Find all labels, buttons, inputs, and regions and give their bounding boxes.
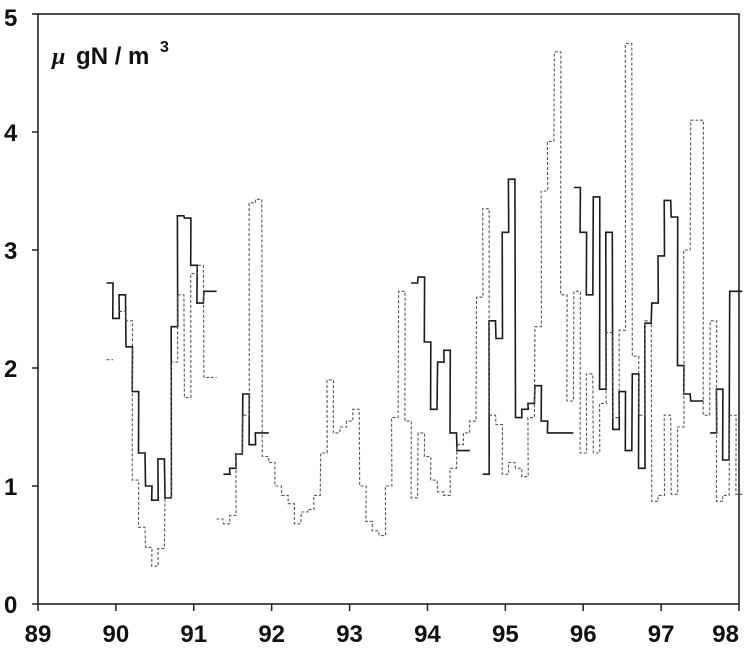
series-line-dashed [119, 264, 217, 567]
series-line-solid [223, 393, 269, 475]
unit-rest: gN / m [76, 43, 149, 70]
plot-frame [37, 13, 740, 605]
y-tick-label: 3 [4, 238, 17, 265]
series-dashed [106, 42, 743, 567]
series-line-solid [573, 186, 704, 470]
unit-superscript: 3 [160, 39, 169, 56]
series-line-solid [482, 178, 574, 475]
series-line-solid [106, 215, 217, 501]
y-tick-label: 5 [4, 5, 17, 32]
unit-label: μ gN / m 3 [50, 39, 169, 70]
y-tick-label: 4 [4, 120, 18, 147]
y-tick-label: 1 [4, 474, 17, 501]
x-tick-label: 90 [103, 621, 130, 648]
series-solid [106, 178, 743, 501]
y-tick-label: 2 [4, 356, 17, 383]
series-line-dashed [216, 42, 743, 537]
x-tick-label: 98 [712, 621, 739, 648]
series-line-solid [411, 276, 470, 452]
x-tick-label: 95 [492, 621, 519, 648]
axes: 89 90 91 92 93 94 95 96 97 98 0 1 2 3 4 5 [4, 5, 740, 648]
x-tick-label: 89 [25, 621, 52, 648]
x-tick-label: 93 [336, 621, 363, 648]
series-layer [106, 42, 743, 567]
series-line-solid [710, 290, 743, 461]
y-tick-label: 0 [4, 592, 17, 619]
x-tick-label: 96 [570, 621, 597, 648]
x-tick-label: 94 [414, 621, 441, 648]
unit-mu: μ [50, 44, 65, 70]
x-tick-label: 92 [258, 621, 285, 648]
x-tick-label: 97 [648, 621, 675, 648]
x-tick-label: 91 [180, 621, 207, 648]
